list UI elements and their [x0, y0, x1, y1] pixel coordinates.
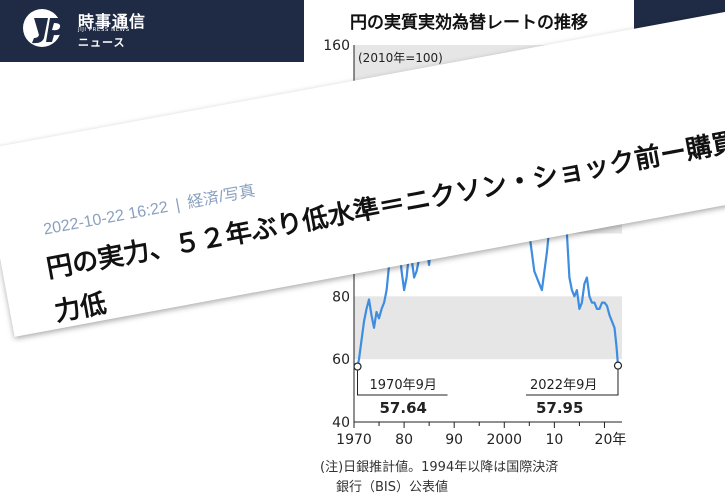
x-tick-label: 20年	[595, 432, 627, 448]
x-tick-label: 10	[545, 432, 563, 448]
meta-separator: |	[174, 196, 182, 215]
end-value-label: 57.95	[536, 399, 583, 417]
x-tick-label: 80	[395, 432, 413, 448]
grid-band	[354, 296, 622, 360]
start-value-label: 57.64	[380, 399, 427, 417]
x-tick-label: 2000	[486, 432, 522, 448]
chart-note-line-2: 銀行（BIS）公表値	[336, 479, 448, 495]
jiji-press-logo[interactable]: 時事通信 JIJI PRESS NEWS ニュース	[22, 6, 152, 52]
logo-title: 時事通信	[78, 12, 147, 31]
y-tick-label: 60	[332, 352, 350, 368]
logo-subtitle: JIJI PRESS NEWS	[78, 27, 130, 33]
annotation-point	[613, 361, 623, 370]
y-tick-label: 40	[332, 415, 350, 431]
x-tick-label: 1970	[336, 432, 372, 448]
end-leader-line	[525, 369, 619, 396]
x-tick-label: 90	[445, 432, 463, 448]
logo-kana: ニュース	[78, 36, 126, 49]
y-tick-label: 80	[332, 289, 350, 305]
y-tick-label: 160	[323, 38, 350, 54]
end-date-label: 2022年9月	[530, 378, 597, 393]
chart-subtitle: (2010年=100)	[358, 51, 443, 65]
start-date-label: 1970年9月	[370, 378, 437, 393]
chart-note-line-1: (注)日銀推計値。1994年以降は国際決済	[320, 459, 558, 475]
jp-logo-icon	[23, 9, 68, 47]
start-leader-line	[357, 370, 448, 396]
annotation-point	[353, 362, 362, 371]
chart-title: 円の実質実効為替レートの推移	[350, 12, 588, 33]
category-link[interactable]: 経済/写真	[186, 182, 257, 212]
